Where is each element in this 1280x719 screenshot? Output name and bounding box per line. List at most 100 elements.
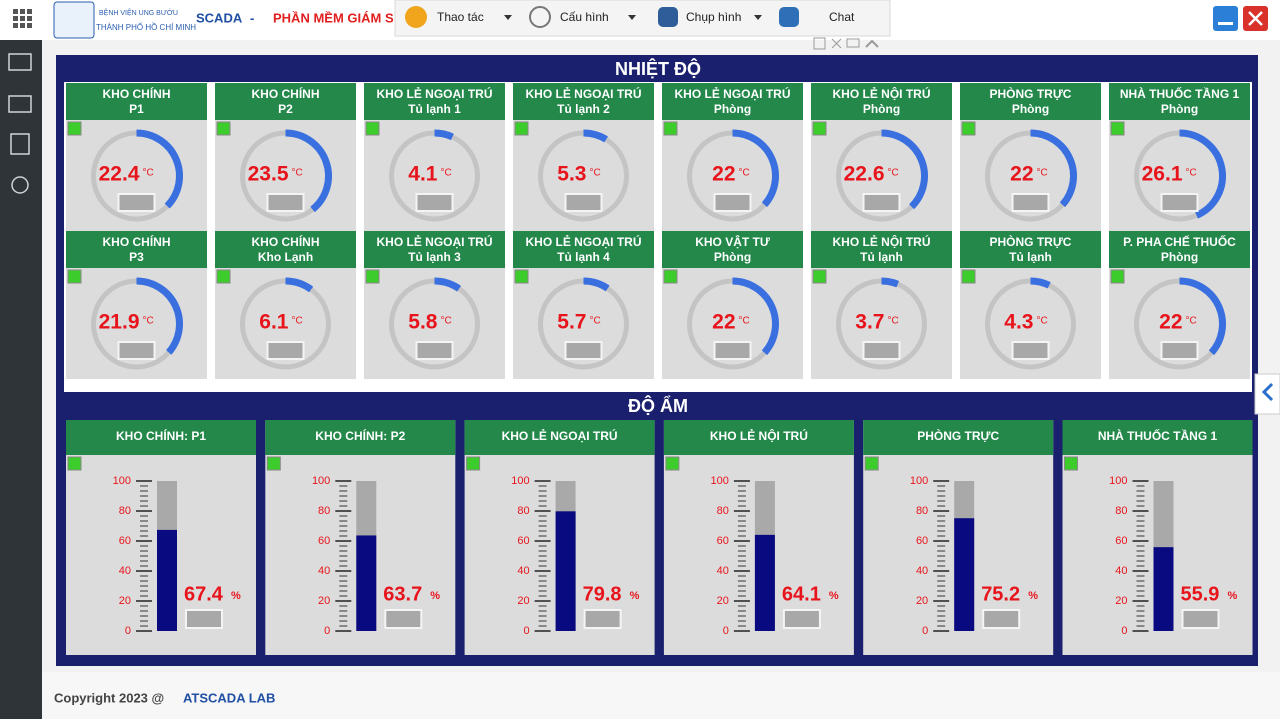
gauge-arc bbox=[583, 277, 610, 292]
tick-label: 40 bbox=[318, 565, 330, 577]
card-header bbox=[513, 231, 654, 268]
card-name: KHO CHÍNH bbox=[252, 86, 320, 101]
humidity-value: 75.2 bbox=[981, 583, 1020, 605]
value-box bbox=[564, 193, 603, 212]
temperature-value: 26.1 bbox=[1142, 163, 1183, 186]
temperature-unit: °C bbox=[441, 168, 452, 179]
card-location: Kho Lạnh bbox=[258, 250, 313, 264]
logo-line1: BỆNH VIỆN UNG BƯỚU bbox=[99, 8, 178, 17]
card-name: KHO CHÍNH: P1 bbox=[116, 428, 206, 443]
card-header bbox=[464, 420, 655, 455]
settings-icon[interactable] bbox=[11, 176, 29, 194]
humidity-value: 79.8 bbox=[583, 583, 622, 605]
tick-label: 60 bbox=[517, 535, 529, 547]
toolbar-button[interactable]: Thao tác bbox=[437, 10, 484, 24]
mini-icons bbox=[813, 37, 879, 50]
chart-icon[interactable] bbox=[8, 95, 32, 113]
gauge-arc bbox=[881, 129, 928, 210]
toolbar-button[interactable]: Chat bbox=[829, 10, 855, 24]
tick-label: 0 bbox=[324, 625, 330, 637]
card-location: Tủ lạnh bbox=[1009, 250, 1052, 264]
temperature-unit: °C bbox=[590, 168, 601, 179]
humidity-bar bbox=[356, 535, 377, 631]
value-box bbox=[564, 341, 603, 360]
monitor-icon[interactable] bbox=[8, 53, 32, 71]
humidity-unit: % bbox=[430, 590, 440, 602]
card-location: Tủ lạnh 1 bbox=[408, 102, 461, 116]
temperature-value: 22 bbox=[712, 163, 735, 186]
card-location: Tủ lạnh 4 bbox=[557, 250, 610, 264]
value-box bbox=[782, 609, 821, 629]
humidity-title: ĐỘ ẨM bbox=[628, 395, 688, 416]
status-led bbox=[216, 121, 231, 136]
card-name: NHÀ THUỐC TẦNG 1 bbox=[1120, 86, 1240, 101]
humidity-unit: % bbox=[829, 590, 839, 602]
card-name: KHO CHÍNH bbox=[103, 234, 171, 249]
status-led bbox=[365, 121, 380, 136]
temperature-value: 4.1 bbox=[408, 163, 438, 186]
status-led bbox=[67, 121, 82, 136]
tick-label: 40 bbox=[517, 565, 529, 577]
temperature-unit: °C bbox=[739, 168, 750, 179]
minimize-button[interactable] bbox=[1213, 6, 1238, 31]
status-led bbox=[812, 121, 827, 136]
minimize-glyph bbox=[1218, 22, 1233, 25]
status-led bbox=[514, 269, 529, 284]
card-location: Phòng bbox=[714, 250, 751, 264]
status-led bbox=[663, 269, 678, 284]
card-location: Phòng bbox=[1161, 102, 1198, 116]
card-header bbox=[215, 83, 356, 120]
card-header bbox=[66, 420, 256, 455]
tick-label: 40 bbox=[916, 565, 928, 577]
card-location: Phòng bbox=[863, 102, 900, 116]
tick-label: 20 bbox=[119, 595, 131, 607]
status-led bbox=[266, 456, 281, 471]
card-header bbox=[863, 420, 1054, 455]
value-box bbox=[862, 341, 901, 360]
toolbar-button[interactable]: Cấu hình bbox=[560, 10, 609, 24]
card-location: P3 bbox=[129, 250, 144, 264]
humidity-unit: % bbox=[630, 590, 640, 602]
gauge-arc bbox=[136, 277, 183, 355]
humidity-bar bbox=[157, 529, 177, 631]
gauge-arc bbox=[732, 129, 779, 208]
tick-label: 40 bbox=[717, 565, 729, 577]
separator: - bbox=[250, 10, 254, 25]
temperature-value: 5.3 bbox=[557, 163, 586, 186]
value-box bbox=[982, 609, 1021, 629]
temperature-value: 5.8 bbox=[408, 311, 438, 334]
temperature-value: 6.1 bbox=[259, 311, 289, 334]
card-header bbox=[960, 83, 1101, 120]
temperature-value: 4.3 bbox=[1004, 311, 1033, 334]
status-led bbox=[665, 456, 680, 471]
temperature-unit: °C bbox=[888, 316, 899, 327]
card-name: KHO LẺ NGOẠI TRÚ bbox=[377, 234, 493, 249]
menu-grid[interactable] bbox=[13, 9, 32, 28]
gauge-arc bbox=[881, 277, 900, 288]
card-header bbox=[1062, 420, 1253, 455]
value-box bbox=[384, 609, 423, 629]
humidity-bar bbox=[1153, 547, 1174, 631]
toolbar-button[interactable]: Chụp hình bbox=[686, 10, 741, 24]
card-header bbox=[1109, 231, 1250, 268]
temperature-unit: °C bbox=[292, 316, 303, 327]
card-header bbox=[662, 231, 803, 268]
card-name: KHO LẺ NỘI TRÚ bbox=[833, 234, 931, 249]
side-tab-arrow bbox=[1261, 382, 1274, 402]
temperature-unit: °C bbox=[1037, 316, 1048, 327]
tick-label: 0 bbox=[723, 625, 729, 637]
gauge-arc bbox=[583, 129, 609, 143]
tick-label: 80 bbox=[1115, 505, 1127, 517]
humidity-value: 55.9 bbox=[1181, 583, 1220, 605]
report-icon[interactable] bbox=[10, 133, 30, 155]
tick-label: 40 bbox=[1115, 565, 1127, 577]
temperature-value: 21.9 bbox=[99, 311, 140, 334]
tick-label: 60 bbox=[717, 535, 729, 547]
tick-label: 100 bbox=[312, 475, 330, 487]
card-header bbox=[1109, 83, 1250, 120]
card-name: KHO LẺ NGOẠI TRÚ bbox=[377, 86, 493, 101]
tick-label: 60 bbox=[1115, 535, 1127, 547]
card-location: Phòng bbox=[714, 102, 751, 116]
tick-label: 40 bbox=[119, 565, 131, 577]
